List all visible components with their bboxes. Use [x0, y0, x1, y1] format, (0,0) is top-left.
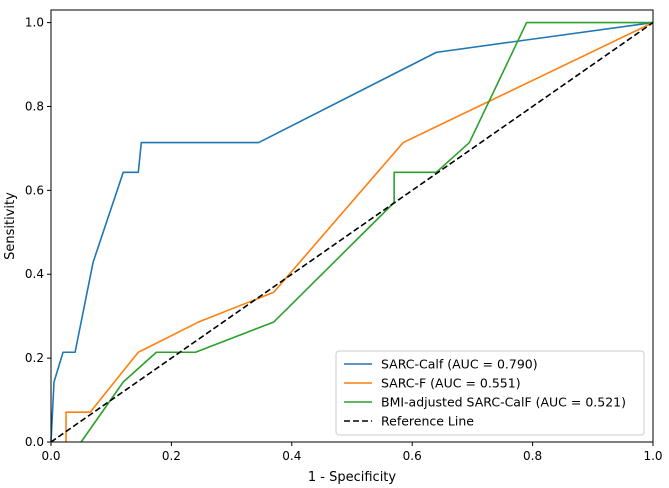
- legend-box: [335, 350, 645, 436]
- plot-frame: [50, 9, 654, 443]
- x-axis-title: 1 - Specificity: [308, 470, 397, 485]
- legend: SARC-Calf (AUC = 0.790) SARC-F (AUC = 0.5…: [335, 350, 645, 436]
- legend-label-0: SARC-Calf (AUC = 0.790): [381, 357, 538, 372]
- series-line-1: [65, 21, 654, 442]
- y-tick-label: 0.8: [25, 99, 44, 113]
- x-tick-label: 0.6: [403, 449, 422, 463]
- y-tick-label: 1.0: [25, 16, 44, 30]
- x-axis-ticks: 0.0 0.2 0.4 0.6 0.8 1.0: [41, 442, 663, 463]
- legend-label-1: SARC-F (AUC = 0.551): [381, 376, 521, 391]
- series-line-0: [50, 21, 654, 443]
- x-tick-label: 0.2: [162, 449, 181, 463]
- x-tick-label: 0.0: [41, 449, 60, 463]
- x-tick-label: 1.0: [643, 449, 662, 463]
- y-tick-label: 0.6: [25, 183, 44, 197]
- legend-label-2: BMI-adjusted SARC-CalF (AUC = 0.521): [381, 395, 626, 410]
- x-tick-label: 0.8: [523, 449, 542, 463]
- y-axis-ticks: 0.0 0.2 0.4 0.6 0.8 1.0: [25, 16, 51, 449]
- legend-label-3: Reference Line: [381, 414, 474, 429]
- plot-lines: [50, 21, 654, 443]
- series-line-3: [50, 21, 654, 443]
- x-tick-label: 0.4: [282, 449, 301, 463]
- y-tick-label: 0.2: [25, 351, 44, 365]
- y-tick-label: 0.4: [25, 267, 44, 281]
- y-tick-label: 0.0: [25, 435, 44, 449]
- y-axis-title: Sensitivity: [3, 192, 18, 260]
